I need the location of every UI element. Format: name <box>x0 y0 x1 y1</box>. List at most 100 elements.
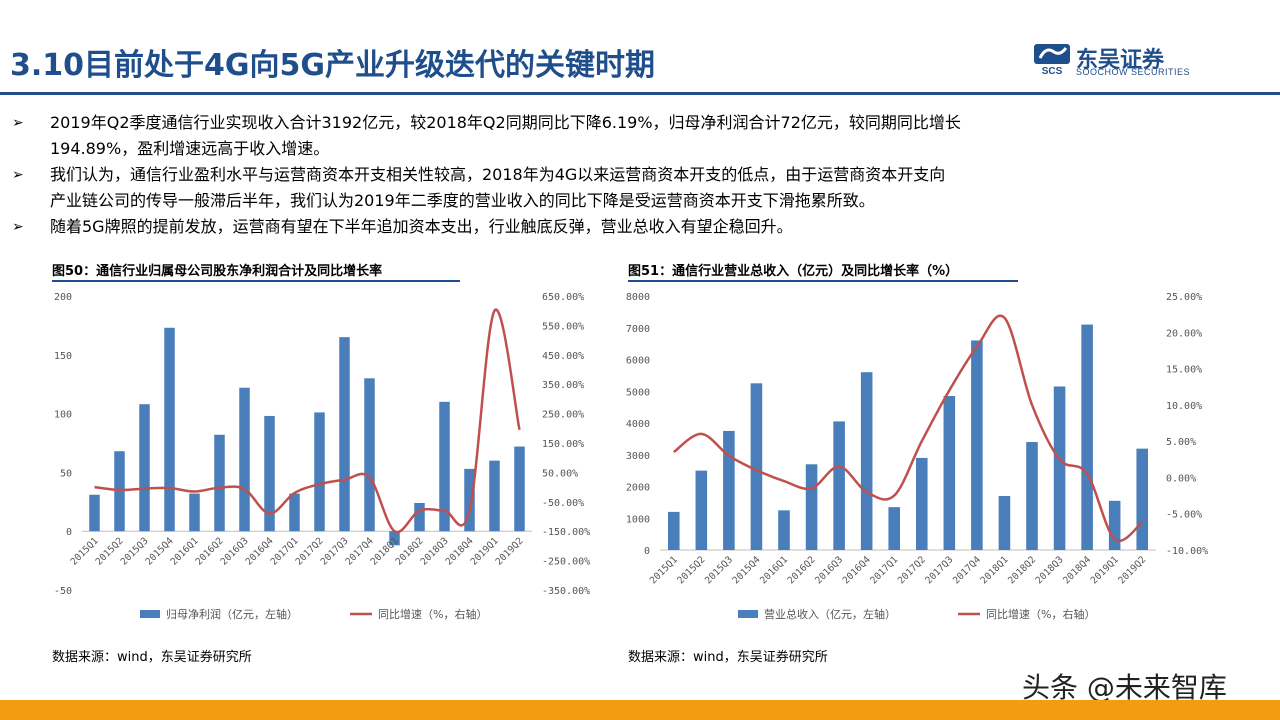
bar <box>414 502 425 532</box>
bullet-line: 随着5G牌照的提前发放，运营商有望在下半年追加资本支出，行业触底反弹，营业总收入… <box>50 217 793 236</box>
y-right-tick-label: 350.00% <box>542 380 584 391</box>
y-right-tick-label: 5.00% <box>1166 437 1196 448</box>
bar <box>289 493 300 532</box>
logo-cn-text: 东吴证券 <box>1076 48 1165 73</box>
x-tick-label: 2018Q4 <box>1061 554 1093 586</box>
bullet-item: ➢ 我们认为，通信行业盈利水平与运营商资本开支相关性较高，2018年为4G以来运… <box>10 162 1270 214</box>
x-tick-label: 2018Q3 <box>1034 554 1066 586</box>
y-right-tick-label: 150.00% <box>542 439 584 450</box>
bar <box>164 327 175 532</box>
x-tick-label: 2015Q3 <box>703 554 735 586</box>
chart-svg: 200 150 100 50 0 -50 650.00% 550.00% 450.00% 350.… <box>54 292 590 621</box>
bar <box>364 378 375 532</box>
bullet-line: 2019年Q2季度通信行业实现收入合计3192亿元，较2018年Q2同期同比下降… <box>50 113 961 132</box>
x-tick-label: 2015Q1 <box>648 554 680 586</box>
figure50-title: 图50：通信行业归属母公司股东净利润合计及同比增长率 <box>52 264 383 279</box>
logo-en-text: SOOCHOW SECURITIES <box>1076 67 1191 77</box>
x-tick-label: 2017Q4 <box>951 554 983 586</box>
bar <box>439 401 450 532</box>
logo-mark-icon: SCS <box>1034 44 1070 76</box>
y-left-tick-label: 5000 <box>626 387 650 398</box>
x-tick-label: 2016Q1 <box>758 554 790 586</box>
y-left-tick-label: 1000 <box>626 514 650 525</box>
bar <box>1053 386 1066 550</box>
y-left-tick-label: 100 <box>54 410 72 421</box>
x-tick-label: 2019Q1 <box>1089 554 1121 586</box>
figure50-title-underline <box>52 280 460 282</box>
y-left-tick-label: 2000 <box>626 483 650 494</box>
header: 3.10目前处于4G向5G产业升级迭代的关键时期 SCS 东吴证券 SOOCHO… <box>0 0 1280 98</box>
bar <box>888 507 901 550</box>
bullet-list: ➢ 2019年Q2季度通信行业实现收入合计3192亿元，较2018年Q2同期同比… <box>10 110 1270 240</box>
growth-line <box>94 308 521 534</box>
page-title: 3.10目前处于4G向5G产业升级迭代的关键时期 <box>10 48 656 83</box>
y-left-tick-label: 0 <box>644 546 650 557</box>
bar <box>1026 442 1038 550</box>
y-left-tick-label: 7000 <box>626 324 650 335</box>
bullet-line: 194.89%，盈利增速远高于收入增速。 <box>50 139 330 158</box>
bar <box>214 434 225 532</box>
bar <box>89 494 100 532</box>
figure50-chart: 200 150 100 50 0 -50 650.00% 550.00% 450.00% 350.… <box>40 282 620 630</box>
y-right-tick-label: 20.00% <box>1166 328 1202 339</box>
bar <box>833 421 845 550</box>
bar <box>998 496 1011 550</box>
arrow-bullet-icon: ➢ <box>12 219 24 235</box>
figure51-title: 图51：通信行业营业总收入（亿元）及同比增长率（%） <box>628 264 959 279</box>
bottom-bar <box>0 700 1280 720</box>
bar <box>464 468 475 532</box>
bar <box>264 415 275 532</box>
legend-bar-label: 营业总收入（亿元，左轴） <box>764 607 896 621</box>
y-right-tick-label: 15.00% <box>1166 365 1202 376</box>
bar <box>750 383 763 550</box>
y-right-tick-label: 50.00% <box>542 468 578 479</box>
y-right-tick-label: 0.00% <box>1166 473 1196 484</box>
legend-line-label: 同比增速（%，右轴） <box>378 607 487 621</box>
bullet-item: ➢ 2019年Q2季度通信行业实现收入合计3192亿元，较2018年Q2同期同比… <box>10 110 1270 162</box>
legend-bar-swatch <box>140 610 160 618</box>
figure50-source: 数据来源：wind，东吴证券研究所 <box>52 650 252 665</box>
arrow-bullet-icon: ➢ <box>12 115 24 131</box>
legend-line-label: 同比增速（%，右轴） <box>986 607 1095 621</box>
bullet-line: 我们认为，通信行业盈利水平与运营商资本开支相关性较高，2018年为4G以来运营商… <box>50 165 946 184</box>
bar <box>971 340 983 550</box>
y-left-tick-label: 6000 <box>626 356 650 367</box>
logo-mark-text: SCS <box>1042 66 1063 76</box>
bar <box>1136 448 1149 550</box>
y-left-tick-label: -50 <box>54 586 72 597</box>
logo: SCS 东吴证券 SOOCHOW SECURITIES <box>1032 42 1222 78</box>
y-left-tick-label: 4000 <box>626 419 650 430</box>
x-tick-label: 2018Q1 <box>979 554 1011 586</box>
y-right-tick-label: 550.00% <box>542 321 584 332</box>
y-right-tick-label: 250.00% <box>542 410 584 421</box>
bar <box>489 460 500 532</box>
bar <box>723 430 735 550</box>
y-right-tick-label: -5.00% <box>1166 510 1202 521</box>
figure51-chart: 8000 7000 6000 5000 4000 3000 2000 1000 0 25.00% 2… <box>618 282 1238 630</box>
x-tick-label: 2016Q2 <box>786 554 818 586</box>
x-tick-label: 2019Q2 <box>494 536 526 568</box>
x-tick-label: 2015Q4 <box>731 554 763 586</box>
y-right-tick-label: -250.00% <box>542 557 590 568</box>
bar <box>1081 324 1093 550</box>
bar <box>778 510 790 550</box>
x-tick-label: 2017Q3 <box>923 554 955 586</box>
y-right-tick-label: 450.00% <box>542 351 584 362</box>
bullet-line: 产业链公司的传导一般滞后半年，我们认为2019年二季度的营业收入的同比下降是受运… <box>50 191 875 210</box>
bar <box>339 337 350 532</box>
figure51-title-underline <box>628 280 1018 282</box>
bar <box>239 387 250 532</box>
x-tick-label: 2017Q1 <box>868 554 900 586</box>
bar <box>514 446 525 532</box>
bar <box>389 531 400 546</box>
y-right-tick-label: 25.00% <box>1166 292 1202 303</box>
y-left-tick-label: 3000 <box>626 451 650 462</box>
y-right-tick-label: -150.00% <box>542 527 590 538</box>
y-right-tick-label: -350.00% <box>542 586 590 597</box>
bar <box>915 457 928 550</box>
bar <box>667 511 680 550</box>
bar <box>860 372 873 550</box>
bar <box>1108 500 1121 550</box>
figure51-source: 数据来源：wind，东吴证券研究所 <box>628 650 828 665</box>
title-divider <box>0 92 1280 95</box>
